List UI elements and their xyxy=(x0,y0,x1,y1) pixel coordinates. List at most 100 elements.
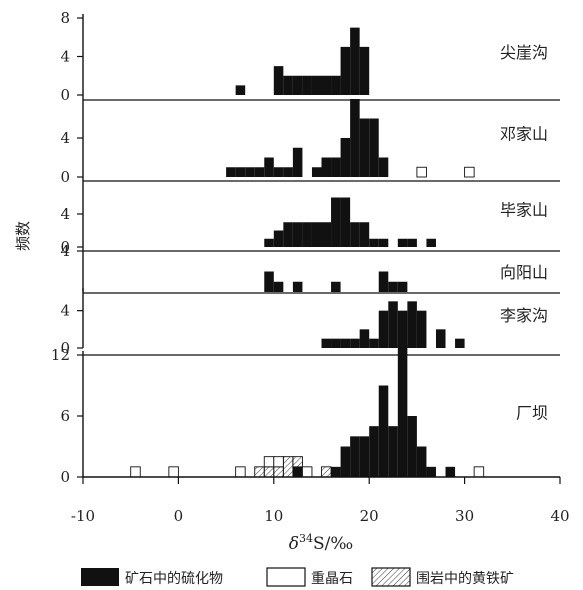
x-axis: -10 0 10 20 30 40 δ34S/‰ xyxy=(71,476,570,554)
bar-ore xyxy=(292,222,303,247)
bar-ore xyxy=(369,238,379,247)
bar-ore xyxy=(407,416,417,477)
bar-ore xyxy=(350,222,360,247)
bar-ore xyxy=(264,271,274,292)
bar-ore xyxy=(340,138,351,177)
legend-swatch-ore xyxy=(81,568,119,586)
bar-ore xyxy=(397,238,408,247)
panel-4: 0 4 李家沟 xyxy=(60,288,560,357)
bar-ore xyxy=(331,157,341,177)
bar-ore xyxy=(340,338,351,348)
bar-barite xyxy=(416,166,427,178)
bar-wallrock xyxy=(273,466,284,478)
bar-ore xyxy=(378,157,389,177)
bar-ore xyxy=(397,281,408,292)
bar-ore xyxy=(350,27,360,95)
bar-ore xyxy=(331,466,341,477)
y-tick-label: 6 xyxy=(60,407,70,425)
bar-ore xyxy=(435,329,446,348)
bar-ore xyxy=(321,338,332,348)
bar-ore xyxy=(340,446,351,477)
bar-barite xyxy=(263,456,275,468)
bar-ore xyxy=(416,310,427,348)
legend-label-wallrock: 围岩中的黄铁矿 xyxy=(416,570,514,587)
bar-barite xyxy=(168,466,179,478)
bar-ore xyxy=(350,338,360,348)
bar-ore xyxy=(369,426,379,477)
x-tick-label: -10 xyxy=(71,507,95,525)
y-tick-label: 0 xyxy=(60,468,70,486)
bar-ore xyxy=(283,75,293,95)
x-axis-label: δ34S/‰ xyxy=(289,532,353,554)
bar-ore xyxy=(331,338,341,348)
legend-swatch-wallrock xyxy=(371,567,411,587)
bar-ore xyxy=(321,157,332,177)
bar-ore xyxy=(273,281,284,292)
bar-ore xyxy=(292,75,303,95)
bar-ore xyxy=(359,436,370,477)
panel-name: 邓家山 xyxy=(500,125,548,144)
bar-ore xyxy=(388,426,398,477)
bar-ore xyxy=(311,75,322,95)
bar-ore xyxy=(378,385,389,477)
bar-ore xyxy=(292,147,303,177)
y-tick-label: 4 xyxy=(60,48,70,66)
bar-ore xyxy=(311,167,322,177)
bar-ore xyxy=(378,310,389,348)
bar-ore xyxy=(273,230,284,247)
bar-barite xyxy=(473,466,485,478)
bar-ore xyxy=(455,338,465,348)
bar-wallrock xyxy=(321,466,332,478)
bar-ore xyxy=(321,222,332,247)
x-tick-label: 20 xyxy=(360,507,379,525)
bar-ore xyxy=(273,167,284,177)
x-tick-label: 10 xyxy=(264,507,283,525)
panel-1: 0 4 邓家山 xyxy=(60,95,560,186)
bar-ore xyxy=(283,167,293,177)
bar-ore xyxy=(273,66,284,95)
y-tick-label: 4 xyxy=(60,302,70,320)
y-tick-label: 0 xyxy=(60,86,70,104)
bar-ore xyxy=(426,466,436,477)
y-tick-label: 4 xyxy=(60,205,70,223)
y-tick-label: 4 xyxy=(60,242,70,260)
bar-ore xyxy=(235,85,246,95)
bar-ore xyxy=(292,281,303,292)
bar-ore xyxy=(292,466,303,477)
bar-ore xyxy=(302,222,312,247)
bar-barite xyxy=(235,466,246,478)
bar-ore xyxy=(359,118,370,177)
x-tick-label: 0 xyxy=(174,507,184,525)
bar-ore xyxy=(359,222,370,247)
bar-ore xyxy=(407,238,417,247)
bar-ore xyxy=(235,167,246,177)
bar-ore xyxy=(283,222,293,247)
bar-ore xyxy=(416,446,427,477)
bar-ore xyxy=(407,301,417,348)
bar-ore xyxy=(331,75,341,95)
panel-0: 0 4 8 尖崖沟 xyxy=(60,9,560,104)
y-tick-label: 0 xyxy=(60,238,70,256)
bar-ore xyxy=(321,75,332,95)
legend-swatch-barite xyxy=(266,567,306,587)
bar-ore xyxy=(350,436,360,477)
bar-ore xyxy=(426,238,436,247)
bar-barite xyxy=(130,466,141,478)
bar-ore xyxy=(331,281,341,292)
y-tick-label: 8 xyxy=(60,9,70,27)
bar-ore xyxy=(388,301,398,348)
panel-name: 向阳山 xyxy=(500,263,548,282)
panel-3: 4 向阳山 xyxy=(60,242,560,294)
panel-name: 尖崖沟 xyxy=(500,43,548,62)
bar-wallrock xyxy=(254,466,265,478)
panel-2: 0 4 毕家山 xyxy=(60,177,560,256)
y-tick-label: 0 xyxy=(60,168,70,186)
panel-name: 毕家山 xyxy=(500,200,548,219)
x-tick-label: 30 xyxy=(455,507,474,525)
bar-ore xyxy=(245,167,255,177)
y-tick-label: 4 xyxy=(60,129,70,147)
bar-ore xyxy=(350,99,360,177)
bar-ore xyxy=(359,46,370,95)
bar-ore xyxy=(397,310,408,348)
